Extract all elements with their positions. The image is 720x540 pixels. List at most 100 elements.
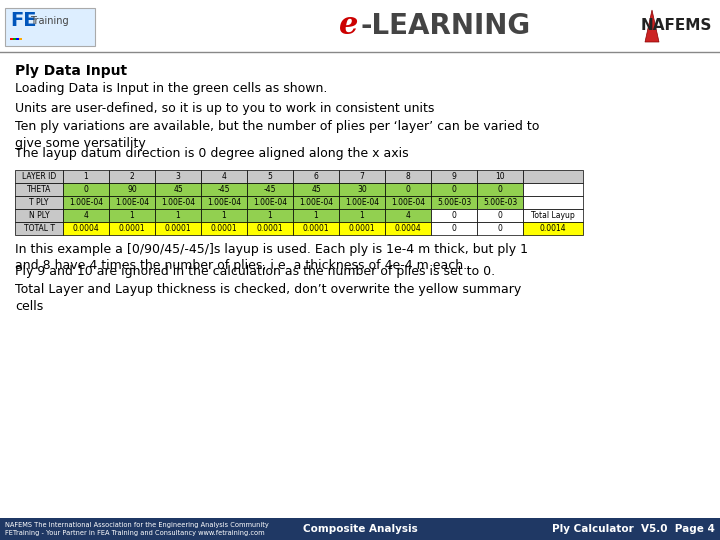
Bar [339, 209, 385, 222]
Text: 1.00E-04: 1.00E-04 [69, 198, 103, 207]
Bar [247, 222, 293, 235]
Text: 0.0004: 0.0004 [73, 224, 99, 233]
Bar [15, 196, 63, 209]
Bar [5, 8, 95, 46]
Bar [13, 37, 16, 40]
Bar [247, 196, 293, 209]
Bar [63, 170, 109, 183]
Bar [63, 209, 109, 222]
Polygon shape [645, 10, 659, 42]
Text: Ten ply variations are available, but the number of plies per ‘layer’ can be var: Ten ply variations are available, but th… [15, 120, 539, 150]
Bar [477, 196, 523, 209]
Bar [247, 183, 293, 196]
Text: N PLY: N PLY [29, 211, 49, 220]
Bar [63, 196, 109, 209]
Bar [385, 196, 431, 209]
Text: 0.0001: 0.0001 [119, 224, 145, 233]
Text: 1.00E-04: 1.00E-04 [253, 198, 287, 207]
Bar [339, 222, 385, 235]
Text: 8: 8 [405, 172, 410, 181]
Text: 0.0001: 0.0001 [348, 224, 375, 233]
Bar [385, 209, 431, 222]
Text: Ply Data Input: Ply Data Input [15, 64, 127, 78]
Bar [15, 183, 63, 196]
Bar [523, 170, 583, 183]
Bar [523, 183, 583, 196]
Bar [523, 196, 583, 209]
Bar [0, 518, 720, 540]
Bar [15, 170, 63, 183]
Bar [201, 209, 247, 222]
Text: Composite Analysis: Composite Analysis [302, 524, 418, 534]
Text: 0: 0 [498, 211, 503, 220]
Bar [155, 222, 201, 235]
Text: Units are user-defined, so it is up to you to work in consistent units: Units are user-defined, so it is up to y… [15, 102, 434, 115]
Text: 5: 5 [268, 172, 272, 181]
Bar [523, 222, 583, 235]
Text: 0.0014: 0.0014 [540, 224, 567, 233]
Text: 90: 90 [127, 185, 137, 194]
Text: 4: 4 [222, 172, 226, 181]
Text: 1.00E-04: 1.00E-04 [391, 198, 425, 207]
Text: 0: 0 [498, 224, 503, 233]
Text: 0: 0 [451, 185, 456, 194]
Bar [293, 222, 339, 235]
Bar [385, 222, 431, 235]
Bar [201, 222, 247, 235]
Text: Loading Data is Input in the green cells as shown.: Loading Data is Input in the green cells… [15, 82, 328, 95]
Bar [155, 196, 201, 209]
Bar [431, 222, 477, 235]
Text: NAFEMS The International Association for the Engineering Analysis Community
FETr: NAFEMS The International Association for… [5, 522, 269, 536]
Bar [385, 170, 431, 183]
Text: 6: 6 [314, 172, 318, 181]
Bar [0, 0, 720, 52]
Text: LAYER ID: LAYER ID [22, 172, 56, 181]
Bar [431, 209, 477, 222]
Text: 0: 0 [451, 211, 456, 220]
Text: 7: 7 [359, 172, 364, 181]
Bar [247, 170, 293, 183]
Bar [431, 170, 477, 183]
Text: 0: 0 [84, 185, 89, 194]
Bar [109, 183, 155, 196]
Text: 1: 1 [268, 211, 272, 220]
Text: 1.00E-04: 1.00E-04 [161, 198, 195, 207]
Bar [15, 222, 63, 235]
Text: 1.00E-04: 1.00E-04 [345, 198, 379, 207]
Bar [293, 196, 339, 209]
Text: 2: 2 [130, 172, 135, 181]
Text: FE: FE [10, 11, 37, 30]
Bar [477, 209, 523, 222]
Bar [293, 183, 339, 196]
Text: -LEARNING: -LEARNING [360, 12, 530, 40]
Bar [109, 170, 155, 183]
Text: 0.0001: 0.0001 [165, 224, 192, 233]
Text: 4: 4 [405, 211, 410, 220]
Text: 4: 4 [84, 211, 89, 220]
Bar [339, 196, 385, 209]
Text: 3: 3 [176, 172, 181, 181]
Bar [16, 37, 19, 40]
Text: e: e [338, 10, 358, 42]
Text: Total Layer and Layup thickness is checked, don’t overwrite the yellow summary
c: Total Layer and Layup thickness is check… [15, 283, 521, 313]
Bar [109, 209, 155, 222]
Text: 9: 9 [451, 172, 456, 181]
Text: -45: -45 [264, 185, 276, 194]
Text: Training: Training [30, 16, 68, 26]
Bar [155, 209, 201, 222]
Text: 10: 10 [495, 172, 505, 181]
Bar [293, 209, 339, 222]
Text: 1: 1 [130, 211, 135, 220]
Bar [477, 183, 523, 196]
Bar [155, 183, 201, 196]
Bar [477, 170, 523, 183]
Text: 5.00E-03: 5.00E-03 [483, 198, 517, 207]
Text: 1: 1 [84, 172, 89, 181]
Bar [109, 222, 155, 235]
Text: TOTAL T: TOTAL T [24, 224, 55, 233]
Bar [247, 209, 293, 222]
Text: 1: 1 [359, 211, 364, 220]
Text: 1.00E-04: 1.00E-04 [207, 198, 241, 207]
Bar [109, 196, 155, 209]
Bar [339, 170, 385, 183]
